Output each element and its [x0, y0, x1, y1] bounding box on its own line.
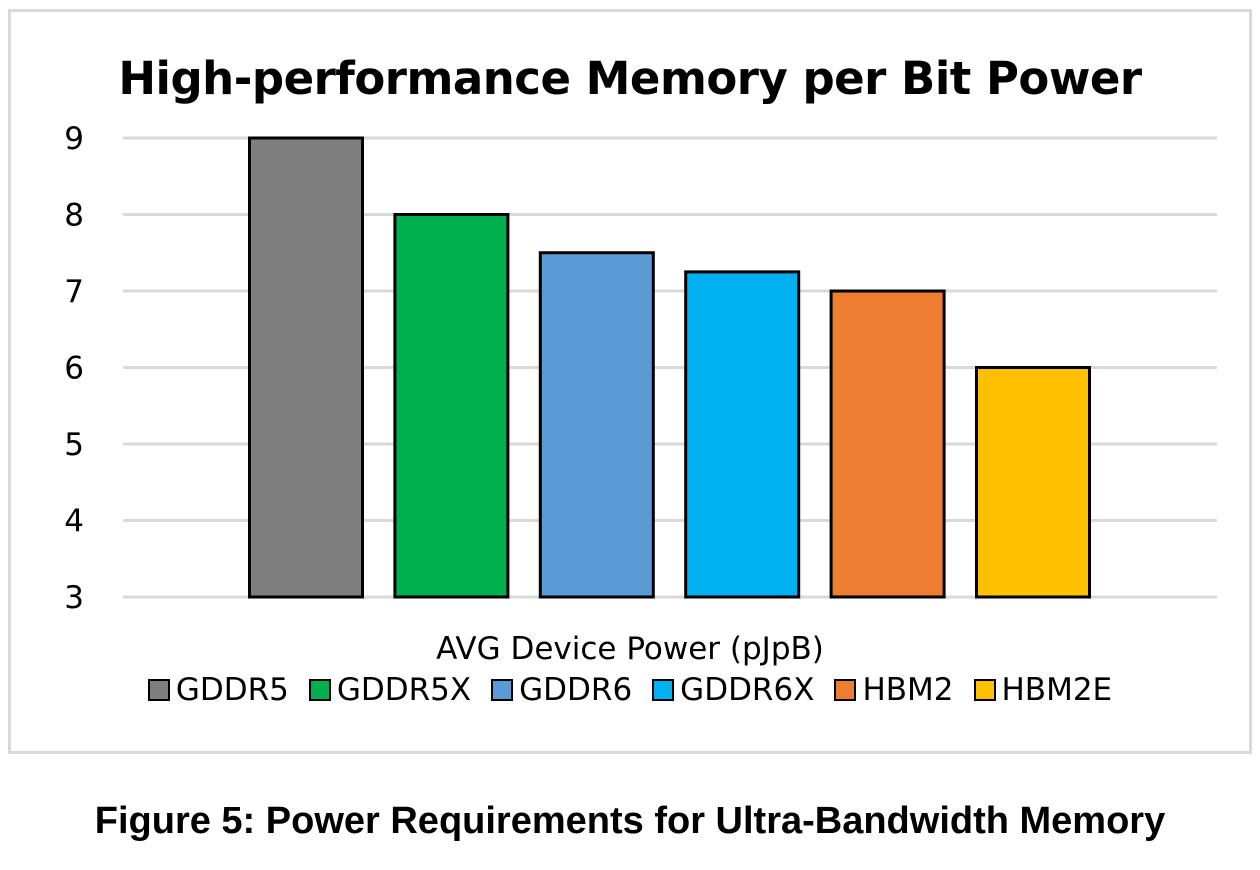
bar-gddr5 — [248, 136, 364, 599]
legend-label: GDDR5 — [175, 672, 289, 708]
bar-gddr6x — [684, 270, 801, 599]
legend-swatch — [147, 679, 170, 701]
legend-item-hbm2: HBM2 — [834, 672, 954, 708]
bar-gddr6 — [538, 251, 655, 599]
legend: GDDR5 GDDR5X GDDR6 GDDR6X HBM2 HBM2E — [0, 672, 1260, 708]
legend-item-gddr5x: GDDR5X — [308, 672, 472, 708]
figure-caption: Figure 5: Power Requirements for Ultra-B… — [94, 800, 1166, 842]
y-tick-label: 3 — [64, 580, 84, 616]
legend-swatch — [652, 679, 675, 701]
bars — [248, 136, 1091, 599]
bar-chart-plot: 3 4 5 6 7 8 9 — [64, 121, 1217, 616]
legend-label: GDDR6X — [680, 672, 815, 708]
y-tick-label: 5 — [64, 427, 84, 463]
y-tick-label: 9 — [64, 121, 84, 157]
legend-swatch — [973, 679, 996, 701]
legend-label: HBM2E — [1001, 672, 1113, 708]
y-axis-ticks: 3 4 5 6 7 8 9 — [64, 121, 84, 616]
legend-swatch — [834, 679, 857, 701]
legend-label: HBM2 — [862, 672, 954, 708]
legend-item-hbm2e: HBM2E — [973, 672, 1113, 708]
legend-swatch — [308, 679, 331, 701]
legend-label: GDDR5X — [336, 672, 472, 708]
bar-hbm2 — [829, 289, 946, 599]
bar-gddr5x — [393, 213, 510, 599]
legend-label: GDDR6 — [519, 672, 633, 708]
y-tick-label: 4 — [64, 504, 84, 540]
legend-swatch — [491, 679, 514, 701]
legend-item-gddr6x: GDDR6X — [652, 672, 814, 708]
y-tick-label: 8 — [64, 198, 84, 234]
bar-hbm2e — [975, 366, 1091, 599]
legend-item-gddr5: GDDR5 — [147, 672, 289, 708]
y-tick-label: 7 — [64, 274, 84, 310]
y-tick-label: 6 — [64, 351, 84, 387]
chart-title: High-performance Memory per Bit Power — [118, 52, 1142, 105]
legend-item-gddr6: GDDR6 — [491, 672, 632, 708]
x-axis-label: AVG Device Power (pJpB) — [436, 631, 824, 667]
